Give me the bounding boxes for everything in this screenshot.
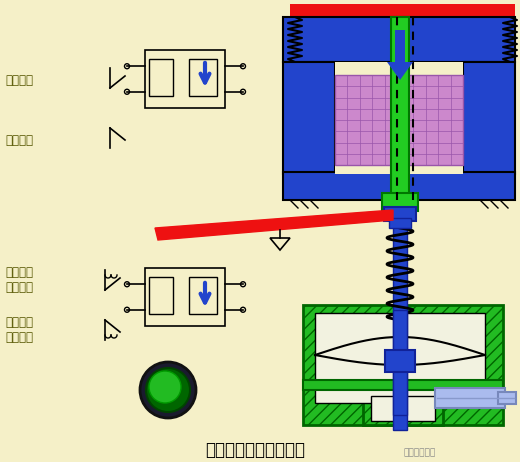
Bar (435, 388, 505, 408)
Bar (303, 380, 503, 390)
Bar (189, 277, 217, 315)
Bar (335, 62, 463, 174)
Circle shape (149, 371, 181, 403)
Text: 延时断开
常开触头: 延时断开 常开触头 (5, 266, 33, 294)
Bar (145, 50, 225, 108)
Bar (393, 200, 407, 430)
Bar (283, 62, 335, 174)
Bar (149, 59, 173, 97)
Bar (335, 75, 397, 165)
Bar (391, 17, 409, 200)
Bar (384, 207, 416, 221)
Circle shape (140, 362, 196, 418)
Bar (389, 218, 411, 228)
Bar (303, 305, 503, 425)
Bar (145, 268, 225, 326)
Polygon shape (387, 62, 413, 80)
Text: 瞬动常闭: 瞬动常闭 (5, 73, 33, 86)
Bar (290, 4, 515, 17)
Bar (315, 313, 485, 403)
Bar (395, 30, 405, 62)
Bar (363, 390, 443, 425)
Text: 瞬动常开: 瞬动常开 (5, 134, 33, 146)
Bar (382, 193, 418, 211)
Circle shape (146, 368, 190, 412)
Text: 延时闭合
常闭触头: 延时闭合 常闭触头 (5, 316, 33, 344)
Bar (371, 396, 435, 421)
Bar (283, 172, 515, 200)
Bar (283, 17, 515, 62)
Text: 断电延时型时间继电器: 断电延时型时间继电器 (205, 441, 305, 459)
Bar (401, 75, 463, 165)
Polygon shape (155, 210, 393, 240)
Bar (498, 392, 516, 404)
Bar (189, 59, 217, 97)
Text: 精品课程专用: 精品课程专用 (404, 449, 436, 457)
Bar (463, 62, 515, 174)
Polygon shape (270, 238, 290, 250)
Bar (385, 350, 415, 372)
Bar (149, 277, 173, 315)
Bar (393, 310, 407, 415)
